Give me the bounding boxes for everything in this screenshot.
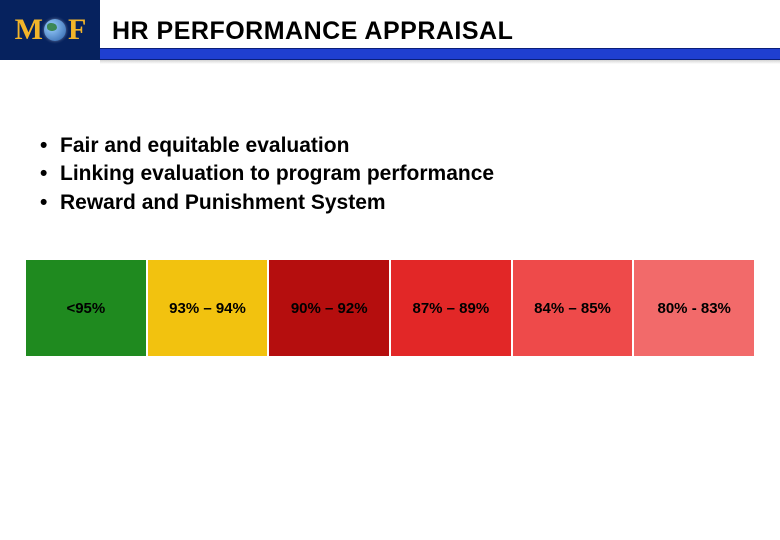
title-shadow xyxy=(100,60,780,64)
band-cell: <95% xyxy=(26,260,148,356)
logo-text: M F xyxy=(15,13,86,47)
logo-letter-f: F xyxy=(68,13,85,47)
band-cell: 93% – 94% xyxy=(148,260,270,356)
bullet-ul: Fair and equitable evaluation Linking ev… xyxy=(36,132,744,217)
page-title: HR PERFORMANCE APPRAISAL xyxy=(112,17,513,46)
title-stripe xyxy=(100,48,780,60)
bullet-item: Linking evaluation to program performanc… xyxy=(36,160,744,188)
title-bar: HR PERFORMANCE APPRAISAL xyxy=(100,0,780,64)
band-label: 84% – 85% xyxy=(534,300,611,317)
band-cell: 90% – 92% xyxy=(269,260,391,356)
band-label: 90% – 92% xyxy=(291,300,368,317)
band-cell: 87% – 89% xyxy=(391,260,513,356)
band-cell: 84% – 85% xyxy=(513,260,635,356)
globe-icon xyxy=(44,19,66,41)
title-top: HR PERFORMANCE APPRAISAL xyxy=(100,0,780,48)
logo-letter-m: M xyxy=(15,13,42,47)
bullet-item: Reward and Punishment System xyxy=(36,189,744,217)
performance-bands: <95% 93% – 94% 90% – 92% 87% – 89% 84% –… xyxy=(26,260,754,356)
header: M F HR PERFORMANCE APPRAISAL xyxy=(0,0,780,64)
slide: M F HR PERFORMANCE APPRAISAL Fair and eq… xyxy=(0,0,780,540)
band-label: <95% xyxy=(66,300,105,317)
band-cell: 80% - 83% xyxy=(634,260,754,356)
band-label: 80% - 83% xyxy=(658,300,731,317)
bullet-item: Fair and equitable evaluation xyxy=(36,132,744,160)
band-label: 87% – 89% xyxy=(412,300,489,317)
bullet-list: Fair and equitable evaluation Linking ev… xyxy=(36,132,744,217)
band-label: 93% – 94% xyxy=(169,300,246,317)
logo: M F xyxy=(0,0,100,60)
